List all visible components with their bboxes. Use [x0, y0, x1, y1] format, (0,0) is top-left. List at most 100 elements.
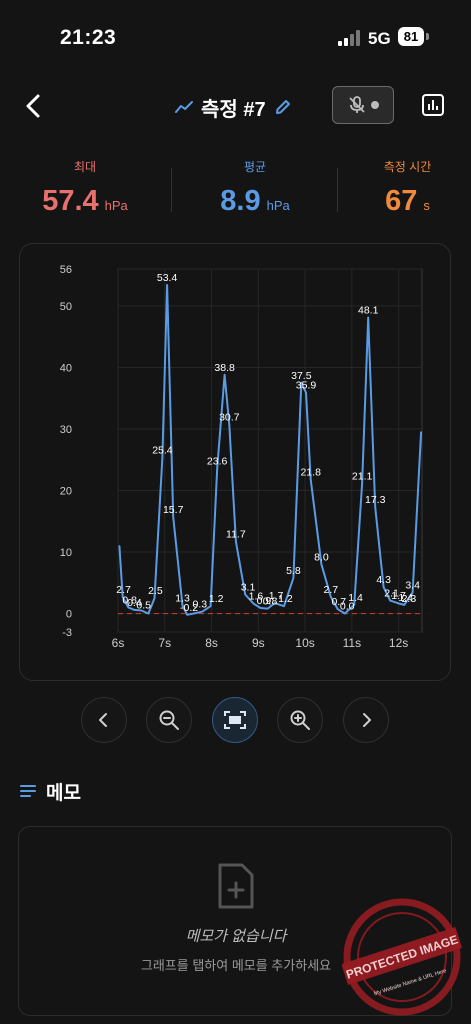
data-point [252, 602, 255, 605]
data-point [121, 596, 124, 598]
data-point [259, 607, 262, 609]
x-tick-label: 10s [295, 636, 314, 650]
data-point [382, 586, 385, 588]
data-point [396, 602, 399, 604]
data-point [140, 609, 143, 612]
report-button[interactable] [421, 93, 445, 117]
stat-duration-number: 67 [385, 185, 418, 217]
data-label: 1.4 [348, 592, 363, 604]
data-label: 35.9 [296, 380, 317, 392]
stat-avg-value: 8.9 hPa [190, 185, 320, 218]
data-point [228, 423, 231, 426]
zoom-out-button[interactable] [146, 697, 192, 743]
battery-tip [426, 33, 429, 40]
data-label: 23.6 [207, 455, 228, 467]
data-label: 4.3 [376, 574, 391, 586]
stat-max-number: 57.4 [42, 185, 99, 217]
data-label: 11.7 [226, 529, 246, 541]
data-point [201, 610, 203, 613]
stat-duration: 측정 시간 67 s [350, 150, 465, 220]
x-tick-label: 11s [343, 636, 361, 650]
data-label: 1.4 [398, 592, 413, 604]
y-tick-label: 30 [60, 424, 72, 436]
data-point [361, 482, 363, 485]
zoom-in-icon [290, 710, 310, 730]
data-point [344, 612, 346, 615]
data-point [235, 540, 237, 543]
data-point [216, 467, 218, 470]
x-tick-label: 12s [389, 636, 408, 650]
data-label: 3.4 [405, 580, 420, 592]
data-label: 0.7 [331, 596, 346, 608]
edit-icon[interactable] [274, 98, 292, 116]
data-label: 2.1 [384, 588, 399, 600]
protected-image-watermark: PROTECTED IMAGE My Website Name & URL He… [342, 898, 462, 1016]
back-button[interactable] [20, 92, 48, 120]
data-point [153, 597, 156, 599]
data-point [292, 577, 295, 579]
y-tick-label: 56 [60, 264, 72, 276]
stat-duration-value: 67 s [350, 185, 465, 218]
memo-hint: 그래프를 탭하여 메모를 추가하세요 [140, 958, 332, 973]
data-label: -0.2 [180, 602, 198, 614]
data-label: 15.7 [163, 504, 184, 516]
data-point [166, 284, 168, 286]
data-label: 3.1 [241, 581, 256, 593]
data-label: 8.0 [314, 551, 329, 563]
data-label: 21.8 [300, 466, 321, 478]
y-tick-label: 20 [60, 485, 72, 497]
data-label: 2.7 [116, 584, 131, 596]
data-point [403, 604, 406, 606]
chart-controls [0, 697, 471, 747]
data-label: 0.5 [136, 599, 151, 611]
zoom-out-icon [159, 710, 179, 730]
data-point [193, 612, 195, 615]
stat-max-value: 57.4 hPa [20, 185, 150, 218]
data-point [337, 608, 339, 610]
battery-icon: 81 [398, 27, 424, 46]
data-point [320, 563, 323, 566]
data-label: 0.8 [122, 594, 137, 606]
data-label: 25.4 [152, 444, 173, 456]
data-label: 1.7 [269, 590, 284, 602]
stat-avg-label: 평균 [243, 160, 267, 174]
data-label: 0.4 [127, 597, 142, 609]
memo-card[interactable]: 메모가 없습니다 그래프를 탭하여 메모를 추가하세요 [18, 826, 452, 1016]
memo-empty-text: 메모가 없습니다 [185, 928, 287, 945]
data-point [118, 545, 121, 547]
data-point [283, 605, 285, 607]
data-point [223, 374, 226, 376]
data-label: 1.3 [175, 593, 190, 605]
mute-toggle-button[interactable] [332, 86, 394, 124]
data-point [353, 604, 356, 606]
data-label: 30.7 [219, 412, 240, 424]
y-tick-label: 50 [60, 301, 72, 313]
x-tick-label: 7s [158, 636, 171, 650]
prev-button[interactable] [81, 697, 127, 743]
zoom-in-button[interactable] [277, 697, 323, 743]
data-label: 17.3 [365, 494, 386, 506]
network-type: 5G [368, 29, 391, 48]
add-document-icon [218, 863, 254, 909]
data-label: 1.2 [278, 593, 293, 605]
stat-duration-label: 측정 시간 [383, 160, 432, 174]
data-label: 38.8 [214, 362, 235, 374]
data-point [305, 391, 307, 394]
data-label: 2.7 [323, 584, 338, 596]
next-button[interactable] [343, 697, 389, 743]
title-group: 측정 #7 [175, 94, 292, 121]
data-point [374, 506, 377, 508]
status-bar: 21:23 5G 81 [0, 0, 471, 70]
data-point [244, 593, 246, 596]
data-label: 48.1 [358, 305, 379, 317]
data-point [300, 382, 303, 384]
data-point [367, 316, 370, 319]
data-point [161, 456, 164, 459]
data-point [127, 606, 130, 609]
data-point [147, 612, 150, 615]
y-tick-label: -3 [62, 627, 72, 639]
pressure-chart-card[interactable]: 56 50 40 30 20 10 0 -3 6s 7s 8s 9s 10s 11s 12s 2.7 0.8 0.… [19, 243, 451, 681]
fit-screen-button[interactable] [212, 697, 258, 743]
stat-max: 최대 57.4 hPa [20, 150, 150, 220]
